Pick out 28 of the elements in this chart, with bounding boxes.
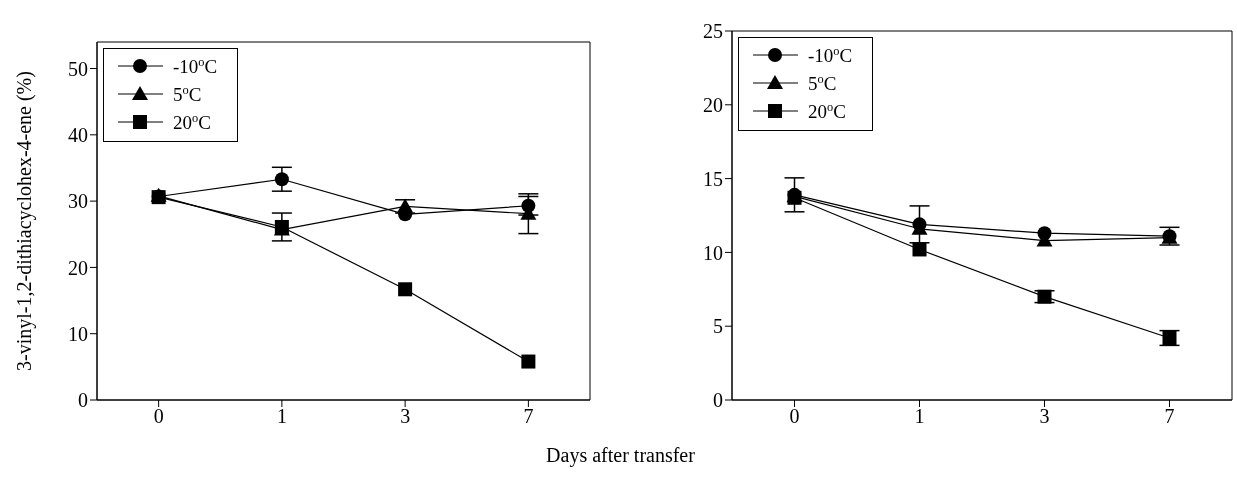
x-tick-label: 7	[523, 405, 534, 428]
x-tick-label: 3	[1039, 405, 1050, 428]
x-tick-label: 0	[153, 405, 164, 428]
x-tick-label: 0	[789, 405, 800, 428]
legend-label: 5$^{o}$C	[808, 72, 837, 94]
y-tick-label: 20	[703, 93, 723, 116]
legend-label: -10$^{o}$C	[808, 44, 853, 66]
legend-label: -10$^{o}$C	[173, 55, 218, 77]
y-tick-label: 15	[703, 167, 723, 190]
y-tick-label: 10	[703, 241, 723, 264]
y-tick-label: 50	[68, 57, 88, 80]
x-tick-label: 7	[1164, 405, 1175, 428]
y-tick-label: 10	[68, 322, 88, 345]
x-axis-title: Days after transfer	[545, 444, 696, 467]
x-tick-label: 1	[276, 405, 287, 428]
y-tick-label: 20	[68, 256, 88, 279]
legend-label: 5$^{o}$C	[173, 83, 202, 105]
y-tick-label: 0	[713, 389, 723, 412]
y-tick-label: 5	[713, 315, 723, 338]
y-tick-label: 40	[68, 123, 88, 146]
y-tick-label: 0	[78, 389, 88, 412]
legend-label: 20$^{o}$C	[173, 111, 211, 133]
y-tick-label: 25	[703, 20, 723, 43]
legend-label: 20$^{o}$C	[808, 100, 846, 122]
y-axis-title: 3-vinyl-1,2-dithiacyclohex-4-ene (%)	[12, 71, 36, 371]
x-tick-label: 3	[400, 405, 411, 428]
x-tick-label: 1	[914, 405, 925, 428]
y-tick-label: 30	[68, 190, 88, 213]
